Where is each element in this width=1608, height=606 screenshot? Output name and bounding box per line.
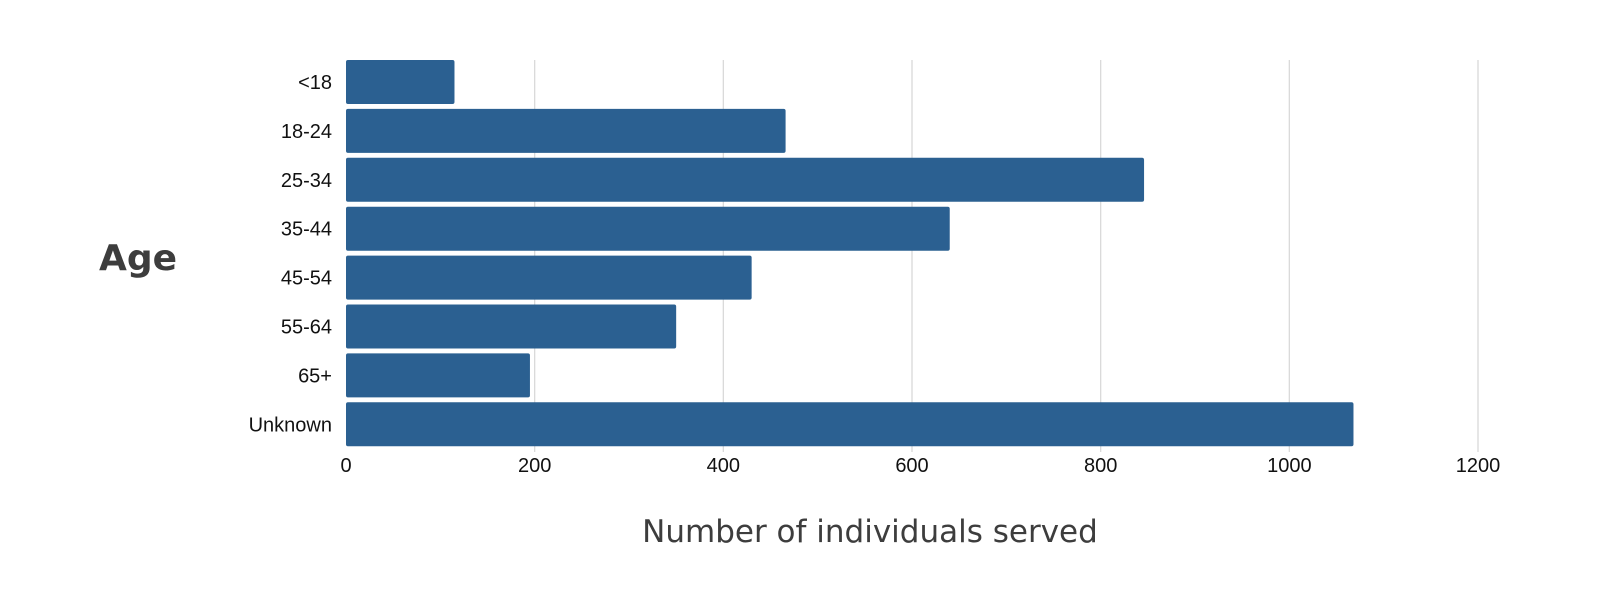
category-label: 55-64 [281, 317, 332, 339]
category-label: 45-54 [281, 268, 332, 290]
y-axis-title: Age [99, 238, 177, 279]
category-label: Unknown [249, 414, 332, 436]
category-label: 25-34 [281, 170, 332, 192]
x-tick-label: 1200 [1456, 455, 1501, 477]
x-tick-label: 200 [518, 455, 551, 477]
bar [346, 60, 455, 104]
x-tick-label: 800 [1084, 455, 1117, 477]
bars [346, 60, 1354, 447]
bar [346, 402, 1354, 447]
x-tick-label: 0 [340, 455, 351, 477]
x-tick-label: 1000 [1267, 455, 1312, 477]
category-label: 65+ [298, 365, 332, 387]
bar [346, 304, 677, 349]
bar [346, 157, 1145, 202]
x-axis-title: Number of individuals served [642, 514, 1098, 550]
bar [346, 108, 786, 153]
category-label: <18 [298, 72, 332, 94]
x-tick-label: 400 [707, 455, 740, 477]
bar [346, 206, 950, 251]
bar [346, 353, 530, 398]
x-tick-label: 600 [895, 455, 928, 477]
category-label: 35-44 [281, 219, 332, 241]
x-tick-labels: 0 200 400 600 800 1000 1200 [340, 455, 1500, 477]
category-labels: <18 18-24 25-34 35-44 45-54 55-64 65+ Unknown [249, 72, 332, 436]
bar [346, 255, 752, 300]
category-label: 18-24 [281, 121, 332, 143]
